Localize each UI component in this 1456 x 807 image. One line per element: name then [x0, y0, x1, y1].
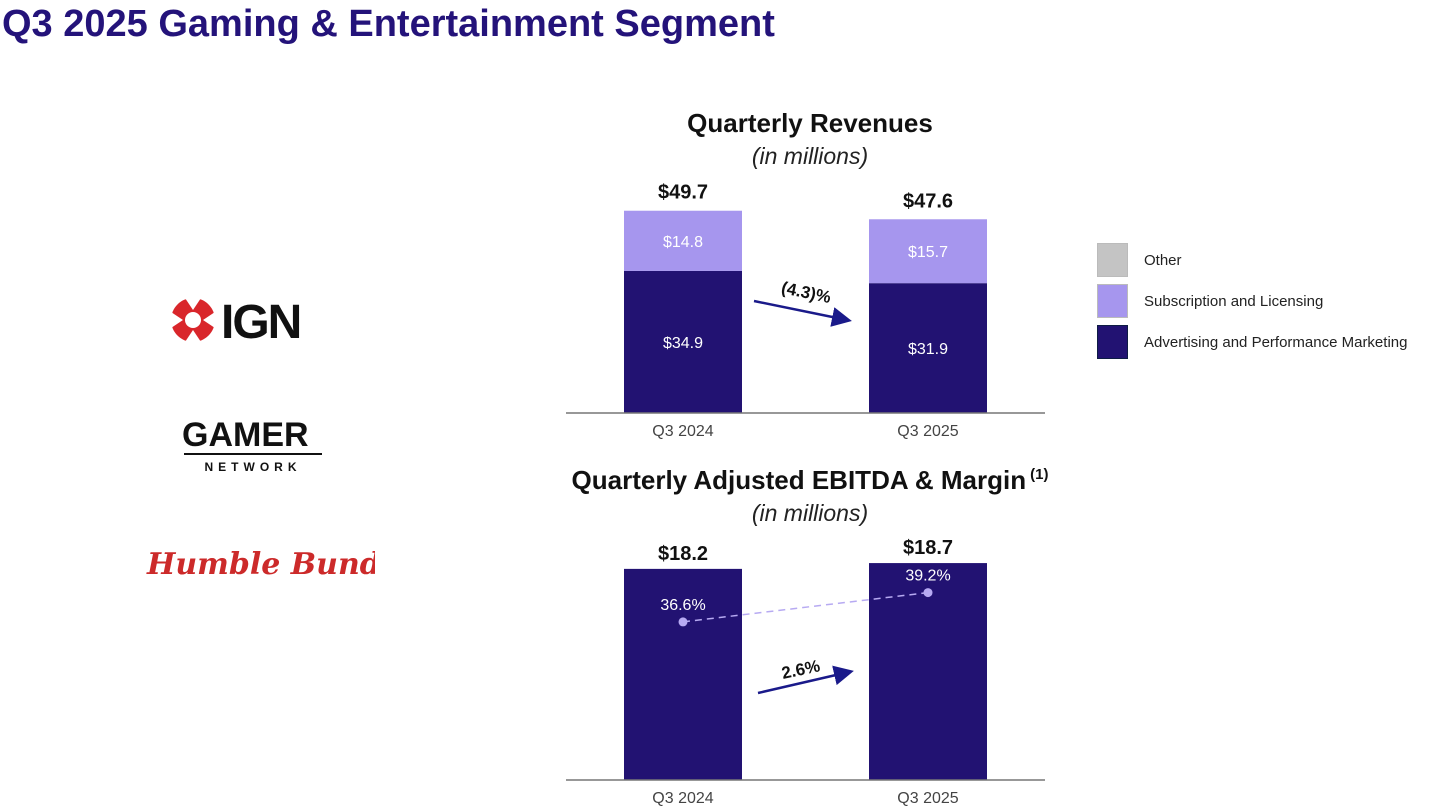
gamer-wordmark: GAMER: [182, 416, 309, 454]
revenue-x-tick-1: Q3 2025: [897, 423, 958, 440]
revenue-legend: Other Subscription and Licensing Adverti…: [1097, 242, 1407, 365]
revenue-bar-subscription-1: [869, 219, 987, 284]
revenue-label-subscription-0: $14.8: [663, 234, 703, 251]
revenue-total-label-1: $47.6: [903, 190, 953, 212]
page-title: Q3 2025 Gaming & Entertainment Segment: [2, 3, 775, 45]
ebitda-chart-title: Quarterly Adjusted EBITDA & Margin (1): [560, 465, 1060, 496]
ebitda-margin-line: [682, 591, 929, 623]
ebitda-margin-label-0: 36.6%: [660, 597, 705, 614]
revenue-label-advertising-1: $31.9: [908, 341, 948, 358]
ebitda-x-tick-0: Q3 2024: [652, 790, 713, 807]
revenue-chart-subtitle: (in millions): [751, 143, 869, 169]
ebitda-margin-point-1: [923, 588, 933, 598]
legend-item-other: Other: [1097, 242, 1407, 278]
ebitda-title-text: Quarterly Adjusted EBITDA & Margin: [571, 465, 1027, 495]
ebitda-value-label-1: $18.7: [903, 537, 953, 559]
revenue-chart: $34.9 $14.8 $49.7 Q3 2024 $31.9 $15.7 $47.6 Q3 …: [566, 182, 1045, 440]
ebitda-bar-1: [869, 563, 987, 780]
legend-swatch-other: [1097, 243, 1128, 277]
ebitda-margin-point-0: [678, 617, 688, 627]
ebitda-x-tick-1: Q3 2025: [897, 790, 958, 807]
revenue-change-label: (4.3)%: [780, 278, 833, 307]
legend-item-advertising: Advertising and Performance Marketing: [1097, 324, 1407, 360]
legend-label-subscription: Subscription and Licensing: [1144, 292, 1324, 310]
legend-item-subscription: Subscription and Licensing: [1097, 283, 1407, 319]
ebitda-chart-subtitle: (in millions): [751, 500, 869, 526]
gamer-network-text: NETWORK: [205, 460, 302, 474]
revenue-bar-advertising-1: [869, 283, 987, 413]
ign-wordmark: IGN: [221, 296, 300, 349]
legend-label-advertising: Advertising and Performance Marketing: [1144, 333, 1408, 351]
legend-swatch-subscription: [1097, 284, 1128, 318]
ign-logo: IGN: [171, 296, 302, 349]
revenue-total-label-0: $49.7: [658, 182, 708, 204]
revenue-change-arrow: [753, 299, 852, 327]
ebitda-bar-0: [624, 568, 742, 780]
revenue-x-tick-0: Q3 2024: [652, 423, 713, 440]
revenue-label-advertising-0: $34.9: [663, 335, 703, 352]
gamer-network-logo: GAMER NETWORK: [182, 416, 322, 474]
revenue-bar-advertising-0: [624, 270, 742, 413]
revenue-chart-title: Quarterly Revenues: [687, 108, 933, 138]
legend-label-other: Other: [1144, 251, 1182, 269]
humble-bundle-logo: Humble Bundle: [146, 547, 375, 582]
ebitda-value-label-0: $18.2: [658, 543, 708, 565]
ebitda-margin-label-1: 39.2%: [905, 568, 950, 585]
humble-wordmark: Humble Bundle: [146, 547, 375, 582]
ign-gamepad-icon: [171, 298, 215, 342]
revenue-bar-subscription-0: [624, 210, 742, 271]
ebitda-change-arrow: [757, 665, 854, 695]
revenue-label-subscription-1: $15.7: [908, 244, 948, 261]
ebitda-footnote: (1): [1030, 466, 1049, 483]
legend-swatch-advertising: [1097, 325, 1128, 359]
